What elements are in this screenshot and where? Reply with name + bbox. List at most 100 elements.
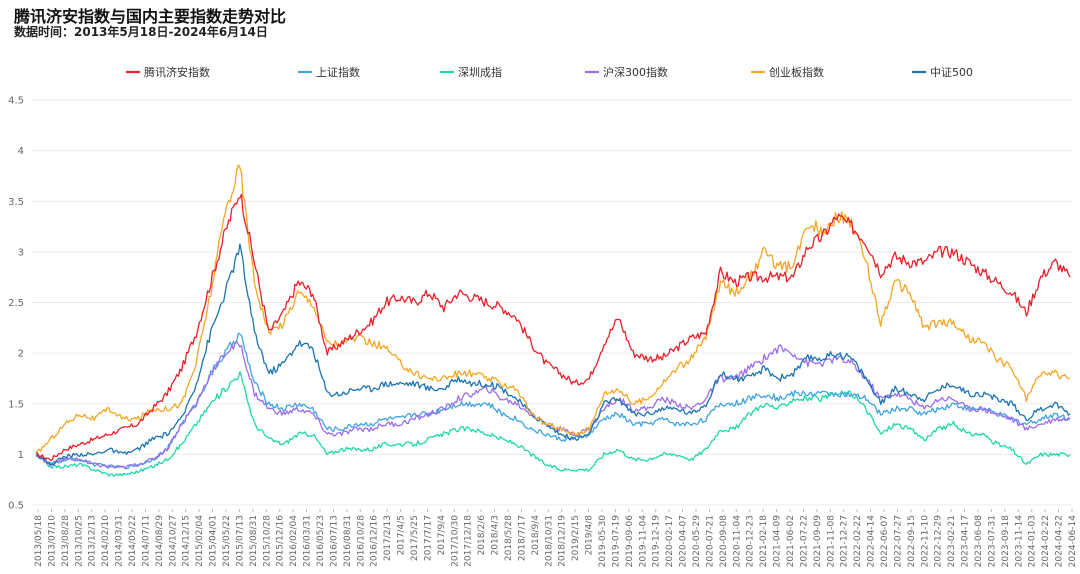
x-tick-label: 2020-11-04 [732, 515, 742, 568]
legend-item: 腾讯济安指数 [126, 65, 210, 79]
x-tick-label: 2021-02-18 [759, 515, 769, 568]
x-tick-label: 2019-09-06 [625, 515, 635, 568]
x-tick-label: 2020-05-29 [692, 515, 702, 568]
y-tick-label: 2 [18, 349, 24, 360]
x-tick-label: 2021-11-08 [826, 515, 836, 568]
x-tick-label: 2020-12-23 [746, 515, 756, 567]
x-tick-label: 2017/2/13 [383, 515, 393, 561]
x-tick-label: 2013/05/18 [34, 515, 44, 567]
page-subtitle: 数据时间：2013年5月18日-2024年6月14日 [14, 25, 268, 39]
x-tick-label: 2016/02/04 [289, 515, 299, 567]
x-tick-label: 2015/04/01 [209, 515, 219, 567]
x-tick-label: 2014/02/10 [101, 515, 111, 567]
legend-item: 沪深300指数 [585, 65, 668, 79]
x-tick-label: 2024-02-22 [1041, 515, 1051, 567]
x-tick-label: 2014/05/22 [128, 515, 138, 567]
x-tick-label: 2022-09-15 [907, 515, 917, 567]
x-tick-label: 2022-06-07 [880, 515, 890, 567]
legend-item: 上证指数 [298, 65, 360, 79]
x-tick-label: 2023-02-21 [947, 515, 957, 567]
x-tick-label: 2020-09-08 [719, 515, 729, 568]
legend-label: 深圳成指 [458, 65, 502, 79]
page-title: 腾讯济安指数与国内主要指数走势对比 [14, 7, 287, 26]
y-tick-label: 4.5 [8, 96, 24, 107]
x-tick-label: 2021-04-09 [773, 515, 783, 568]
x-tick-label: 2017/10/30 [450, 515, 460, 567]
legend-label: 上证指数 [316, 65, 360, 79]
legend-label: 创业板指数 [769, 65, 824, 79]
x-tick-label: 2022-02-22 [853, 515, 863, 567]
x-axis: 2013/05/18 2013/07/10 2013/08/28 2013/10/25… [34, 509, 1078, 567]
x-tick-label: 2017/7/17 [423, 515, 433, 561]
x-tick-label: 2018/2/6 [477, 515, 487, 556]
legend-label: 沪深300指数 [603, 65, 668, 79]
x-tick-label: 2019/2/15 [571, 515, 581, 561]
x-tick-label: 2018/4/3 [491, 515, 501, 555]
series-lines [35, 164, 1071, 477]
x-tick-label: 2015/10/28 [262, 515, 272, 567]
x-tick-label: 2023-11-14 [1014, 515, 1024, 568]
series-line [35, 193, 1071, 462]
x-tick-label: 2024-04-22 [1055, 515, 1065, 567]
legend: 腾讯济安指数 上证指数 深圳成指 沪深300指数 创业板指数 中证500 [126, 65, 973, 79]
y-tick-label: 1.5 [8, 399, 24, 410]
y-axis: 0.5 1 1.5 2 2.5 3 3.5 4 4.5 [8, 96, 24, 512]
x-tick-label: 2015/02/04 [195, 515, 205, 567]
x-tick-label: 2014/07/11 [141, 515, 151, 567]
x-tick-label: 2023-07-31 [987, 515, 997, 567]
x-tick-label: 2021-06-02 [786, 515, 796, 567]
x-tick-label: 2013/07/10 [47, 515, 57, 567]
x-tick-label: 2023-09-18 [1001, 515, 1011, 568]
x-tick-label: 2017/5/25 [410, 515, 420, 561]
x-tick-label: 2013/10/25 [74, 515, 84, 567]
y-tick-label: 3.5 [8, 197, 24, 208]
x-tick-label: 2016/12/16 [370, 515, 380, 567]
gridlines [32, 99, 1072, 506]
x-tick-label: 2016/10/28 [356, 515, 366, 567]
x-tick-label: 2013/12/13 [88, 515, 98, 567]
legend-label: 腾讯济安指数 [144, 65, 210, 79]
x-tick-label: 2015/08/31 [249, 515, 259, 567]
series-line [35, 371, 1071, 477]
x-tick-label: 2013/08/28 [61, 515, 71, 567]
x-tick-label: 2023-06-08 [974, 515, 984, 568]
x-tick-label: 2014/10/27 [168, 515, 178, 567]
series-line [35, 243, 1071, 466]
x-tick-label: 2022-12-29 [934, 515, 944, 568]
x-tick-label: 2018/5/28 [504, 515, 514, 561]
legend-label: 中证500 [930, 66, 973, 79]
y-tick-label: 1 [18, 450, 24, 461]
x-tick-label: 2016/03/31 [303, 515, 313, 567]
x-tick-label: 2018/7/17 [517, 515, 527, 561]
x-tick-label: 2018/9/4 [531, 515, 541, 556]
x-tick-label: 2016/05/23 [316, 515, 326, 567]
x-tick-label: 2024-06-14 [1068, 515, 1078, 568]
x-tick-label: 2020-07-21 [705, 515, 715, 567]
x-tick-label: 2021-09-09 [813, 515, 823, 568]
x-tick-label: 2019/4/8 [585, 515, 595, 556]
legend-item: 中证500 [912, 66, 973, 79]
x-tick-label: 2020-02-17 [665, 515, 675, 567]
x-tick-label: 2015/12/16 [276, 515, 286, 567]
x-tick-label: 2019-12-19 [652, 515, 662, 568]
x-tick-label: 2020-04-07 [679, 515, 689, 567]
x-tick-label: 2021-07-22 [799, 515, 809, 567]
x-tick-label: 2019-05-30 [598, 515, 608, 568]
x-tick-label: 2022-04-14 [867, 515, 877, 568]
x-tick-label: 2015/07/13 [235, 515, 245, 567]
y-tick-label: 2.5 [8, 298, 24, 309]
x-tick-label: 2024-01-03 [1028, 515, 1038, 567]
x-tick-label: 2022-07-27 [893, 515, 903, 567]
x-tick-label: 2019-07-19 [611, 515, 621, 568]
x-tick-label: 2017/4/5 [397, 515, 407, 555]
x-tick-label: 2016/08/31 [343, 515, 353, 567]
legend-item: 深圳成指 [440, 65, 502, 79]
x-tick-label: 2018/10/31 [544, 515, 554, 567]
x-tick-label: 2022-11-10 [920, 515, 930, 568]
y-tick-label: 3 [18, 247, 24, 258]
x-tick-label: 2018/12/19 [558, 515, 568, 567]
x-tick-label: 2014/03/31 [115, 515, 125, 567]
x-tick-label: 2017/9/4 [437, 515, 447, 556]
x-tick-label: 2016/07/13 [329, 515, 339, 567]
